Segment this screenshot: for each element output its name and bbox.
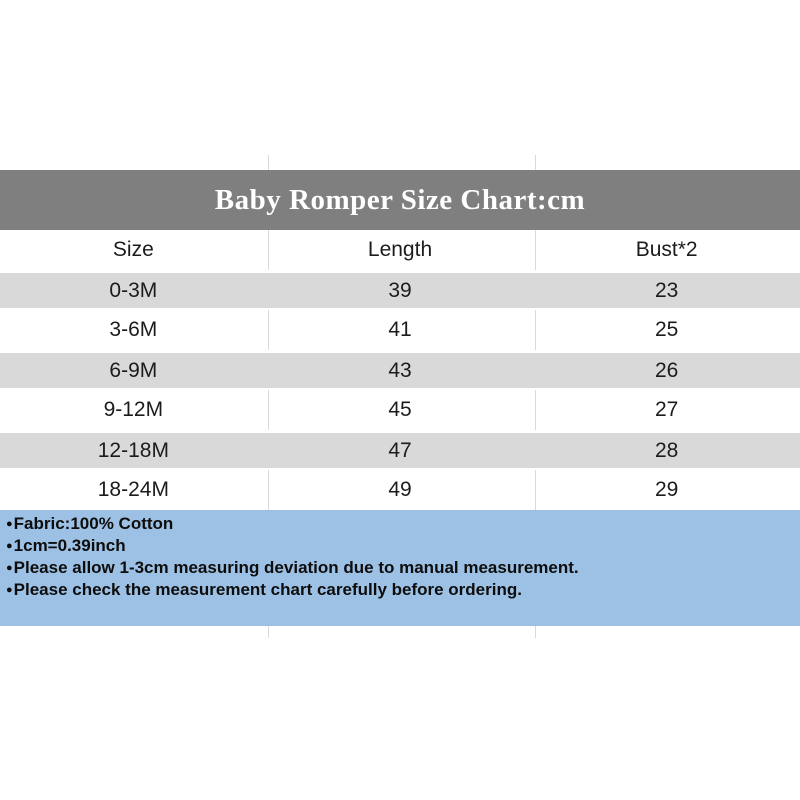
cell-size: 12-18M xyxy=(97,438,169,462)
table-header-row: Size Length Bust*2 xyxy=(0,230,800,270)
cell-length: 49 xyxy=(388,478,412,501)
column-divider-2 xyxy=(535,155,536,638)
bullet-icon: ● xyxy=(6,584,13,596)
column-divider-1 xyxy=(268,155,269,638)
cell-bust: 29 xyxy=(655,478,679,501)
cell-size: 6-9M xyxy=(109,358,158,382)
note-check-chart: ● Please check the measurement chart car… xyxy=(4,579,792,601)
note-text: Fabric:100% Cotton xyxy=(13,514,174,533)
size-table: Size Length Bust*2 0-3M 39 23 3-6M 41 25… xyxy=(0,230,800,510)
note-deviation: ● Please allow 1-3cm measuring deviation… xyxy=(4,557,792,579)
table-row: 0-3M 39 23 xyxy=(0,270,800,310)
cell-bust: 26 xyxy=(655,358,679,382)
cell-length: 47 xyxy=(388,438,412,462)
cell-bust: 28 xyxy=(655,438,679,462)
cell-length: 41 xyxy=(388,318,412,341)
note-text: Please check the measurement chart caref… xyxy=(13,580,522,599)
cell-size: 0-3M xyxy=(109,278,158,302)
header-cell-length: Length xyxy=(367,238,433,261)
cell-bust: 27 xyxy=(655,398,679,421)
bullet-icon: ● xyxy=(6,518,13,530)
notes-panel: ● Fabric:100% Cotton ● 1cm=0.39inch ● Pl… xyxy=(0,510,800,626)
page-title: Baby Romper Size Chart:cm xyxy=(214,183,586,216)
table-row: 6-9M 43 26 xyxy=(0,350,800,390)
cell-size: 9-12M xyxy=(103,398,164,421)
note-text: 1cm=0.39inch xyxy=(13,536,126,555)
cell-length: 45 xyxy=(388,398,412,421)
header-cell-bust: Bust*2 xyxy=(635,238,698,261)
table-row: 12-18M 47 28 xyxy=(0,430,800,470)
note-conversion: ● 1cm=0.39inch xyxy=(4,535,792,557)
cell-bust: 23 xyxy=(655,278,679,302)
table-row: 9-12M 45 27 xyxy=(0,390,800,430)
bullet-icon: ● xyxy=(6,540,13,552)
cell-bust: 25 xyxy=(655,318,679,341)
bullet-icon: ● xyxy=(6,562,13,574)
cell-length: 43 xyxy=(388,358,412,382)
table-row: 3-6M 41 25 xyxy=(0,310,800,350)
cell-length: 39 xyxy=(388,278,412,302)
note-fabric: ● Fabric:100% Cotton xyxy=(4,513,792,535)
table-row: 18-24M 49 29 xyxy=(0,470,800,510)
header-cell-size: Size xyxy=(112,238,154,261)
cell-size: 3-6M xyxy=(109,318,158,341)
cell-size: 18-24M xyxy=(97,478,169,501)
note-text: Please allow 1-3cm measuring deviation d… xyxy=(13,558,579,577)
size-chart-banner: Baby Romper Size Chart:cm xyxy=(0,170,800,230)
